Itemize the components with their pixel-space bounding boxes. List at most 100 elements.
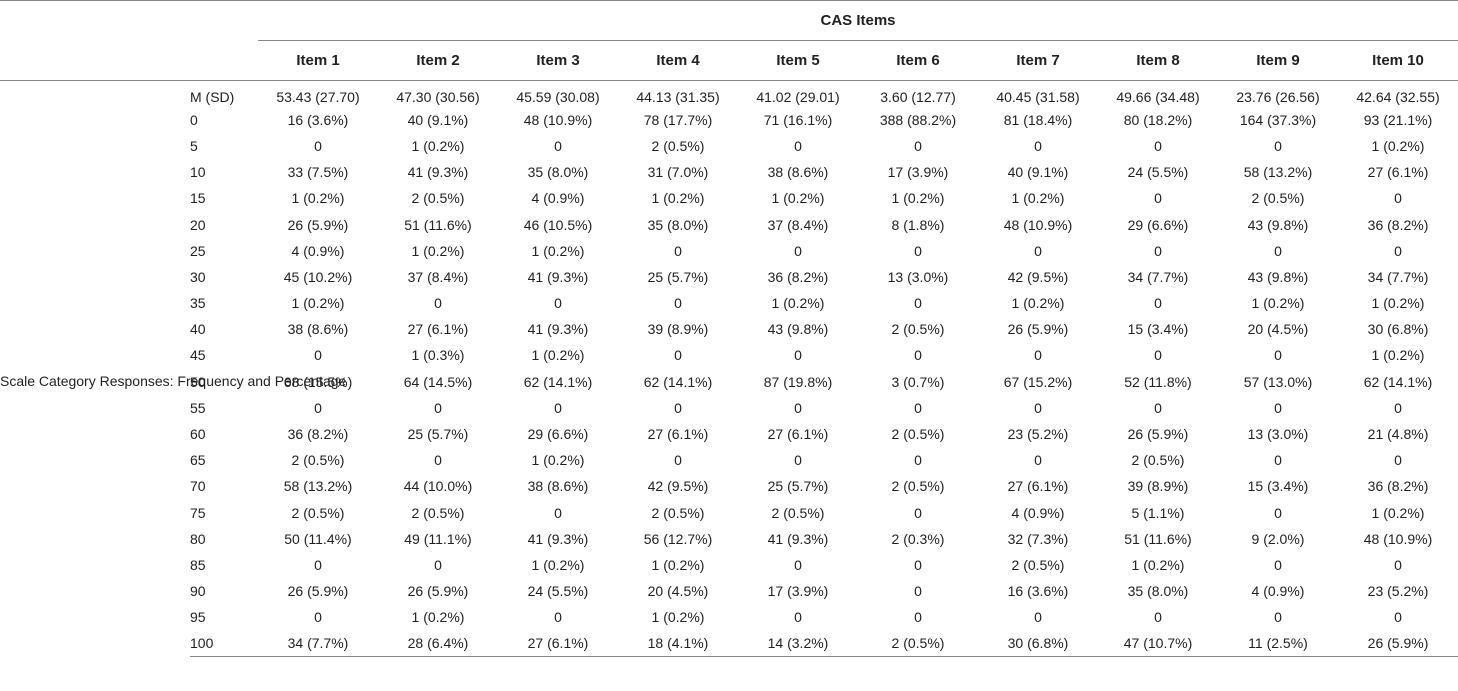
table-cell: 0	[914, 347, 922, 364]
item-header: Item 8	[1098, 40, 1218, 81]
table-cell: 0	[1394, 242, 1402, 259]
table-cell: 1 (0.2%)	[771, 190, 825, 207]
table-row: 95 0 1 (0.2%) 0 1 (0.2%) 0 0 0 0 0 0	[0, 604, 1458, 630]
table-cell: 32 (7.3%)	[1007, 530, 1069, 547]
table-cell: 1 (0.2%)	[531, 347, 585, 364]
table-cell: 0	[914, 137, 922, 154]
table-row: 80 50 (11.4%) 49 (11.1%) 41 (9.3%) 56 (12.7%…	[0, 526, 1458, 552]
table-cell: 2 (0.5%)	[651, 504, 705, 521]
table-cell: 1 (0.3%)	[411, 347, 465, 364]
table-cell: 1 (0.2%)	[651, 556, 705, 573]
table-cell: 38 (8.6%)	[767, 164, 829, 181]
table-row: 100 34 (7.7%) 28 (6.4%) 27 (6.1%) 18 (4.1%) 1…	[0, 630, 1458, 658]
table-cell: 44 (10.0%)	[403, 478, 473, 495]
table-row: 10 33 (7.5%) 41 (9.3%) 35 (8.0%) 31 (7.0%) 38…	[0, 159, 1458, 185]
table-row: 60 36 (8.2%) 25 (5.7%) 29 (6.6%) 27 (6.1%) 27…	[0, 421, 1458, 447]
table-cell: 36 (8.2%)	[287, 426, 349, 443]
table-cell: 87 (19.8%)	[763, 373, 833, 390]
header-blank-cell	[0, 40, 190, 81]
table-cell: 0	[914, 242, 922, 259]
item-header: Item 1	[258, 40, 378, 81]
table-cell: 49 (11.1%)	[404, 530, 472, 547]
section-label: Scale Category Responses: Frequency and …	[0, 373, 347, 390]
table-cell: 40.45 (31.58)	[996, 88, 1080, 105]
item-header: Item 6	[858, 40, 978, 81]
table-cell: 53.43 (27.70)	[276, 88, 360, 105]
scale-category-label: 15	[190, 190, 206, 207]
table-cell: 34 (7.7%)	[258, 630, 378, 658]
table-cell: 0	[1034, 242, 1042, 259]
table-cell: 1 (0.2%)	[411, 609, 465, 626]
table-cell: 1 (0.2%)	[1011, 190, 1065, 207]
table-row: Scale Category Responses: Frequency and …	[0, 107, 1458, 389]
table-cell: 0	[314, 399, 322, 416]
table-row: 85 0 0 1 (0.2%) 1 (0.2%) 0 0 2 (0.5%) 1 (0.2%) 0 0	[0, 552, 1458, 578]
table-cell: 0	[1274, 137, 1282, 154]
table-cell: 0	[914, 556, 922, 573]
table-cell: 1 (0.2%)	[531, 452, 585, 469]
table-cell: 37 (8.4%)	[767, 216, 829, 233]
table-cell: 0	[314, 609, 322, 626]
table-cell: 0	[1394, 556, 1402, 573]
table-cell: 4 (0.9%)	[1011, 504, 1065, 521]
table-cell: 27 (6.1%)	[1367, 164, 1429, 181]
table-cell: 1 (0.2%)	[651, 190, 705, 207]
table-row: 25 4 (0.9%) 1 (0.2%) 1 (0.2%) 0 0 0 0 0 0 0	[0, 238, 1458, 264]
table-cell: 27 (6.1%)	[498, 630, 618, 658]
table-row: 50 68 (15.5%) 64 (14.5%) 62 (14.1%) 62 (14.1…	[0, 369, 1458, 395]
table-cell: 38 (8.6%)	[287, 321, 349, 338]
table-cell: 164 (37.3%)	[1239, 111, 1317, 128]
table-cell: 39 (8.9%)	[1127, 478, 1189, 495]
table-row: 75 2 (0.5%) 2 (0.5%) 0 2 (0.5%) 2 (0.5%) 0 4 (0…	[0, 500, 1458, 526]
table-cell: 2 (0.5%)	[291, 452, 345, 469]
scale-category-label: 90	[190, 583, 206, 600]
table-cell: 62 (14.1%)	[1363, 373, 1433, 390]
table-cell: 1 (0.2%)	[411, 137, 465, 154]
table-cell: 52 (11.8%)	[1124, 373, 1192, 390]
table-cell: 0	[914, 452, 922, 469]
table-cell: 56 (12.7%)	[643, 530, 713, 547]
table-cell: 25 (5.7%)	[767, 478, 829, 495]
table-cell: 35 (8.0%)	[1127, 583, 1189, 600]
table-cell: 0	[434, 295, 442, 312]
table-cell: 47 (10.7%)	[1098, 630, 1218, 658]
table-cell: 44.13 (31.35)	[636, 88, 720, 105]
table-cell: 3 (0.7%)	[891, 373, 945, 390]
table-cell: 0	[1274, 452, 1282, 469]
table-cell: 20 (4.5%)	[647, 583, 709, 600]
scale-category-label: 75	[190, 504, 206, 521]
table-cell: 1 (0.2%)	[1371, 137, 1425, 154]
table-cell: 1 (0.2%)	[1131, 556, 1185, 573]
header-blank-cell	[190, 0, 258, 41]
scale-category-label: 50	[190, 373, 206, 390]
table-cell: 26 (5.9%)	[1338, 630, 1458, 658]
table-cell: 23 (5.2%)	[1367, 583, 1429, 600]
cas-items-table: CAS Items Item 1 Item 2 Item 3 Item 4 It…	[0, 0, 1458, 658]
scale-category-label: 20	[190, 216, 206, 233]
table-cell: 36 (8.2%)	[1367, 478, 1429, 495]
table-cell: 17 (3.9%)	[767, 583, 829, 600]
table-row: 55 0 0 0 0 0 0 0 0 0 0	[0, 395, 1458, 421]
table-cell: 15 (3.4%)	[1127, 321, 1189, 338]
table-cell: 27 (6.1%)	[647, 426, 709, 443]
table-cell: 42.64 (32.55)	[1356, 88, 1440, 105]
table-cell: 21 (4.8%)	[1367, 426, 1429, 443]
table-cell: 0	[1394, 190, 1402, 207]
table-cell: 0	[914, 504, 922, 521]
scale-category-label: 65	[190, 452, 206, 469]
table-cell: 0	[674, 295, 682, 312]
table-cell: 68 (15.5%)	[283, 373, 353, 390]
table-cell: 0	[554, 609, 562, 626]
table-cell: 2 (0.5%)	[651, 137, 705, 154]
table-cell: 0	[794, 556, 802, 573]
item-header: Item 5	[738, 40, 858, 81]
table-cell: 0	[554, 295, 562, 312]
table-cell: 34 (7.7%)	[1367, 268, 1429, 285]
table-row: 35 1 (0.2%) 0 0 0 1 (0.2%) 0 1 (0.2%) 0 1 (0.2%) 1…	[0, 290, 1458, 316]
table-body: M (SD) 53.43 (27.70) 47.30 (30.56) 45.59 (3…	[0, 81, 1458, 658]
item-header: Item 7	[978, 40, 1098, 81]
scale-category-label: 70	[190, 478, 206, 495]
table-cell: 0	[794, 137, 802, 154]
table-cell: 0	[314, 556, 322, 573]
table-cell: 0	[794, 452, 802, 469]
